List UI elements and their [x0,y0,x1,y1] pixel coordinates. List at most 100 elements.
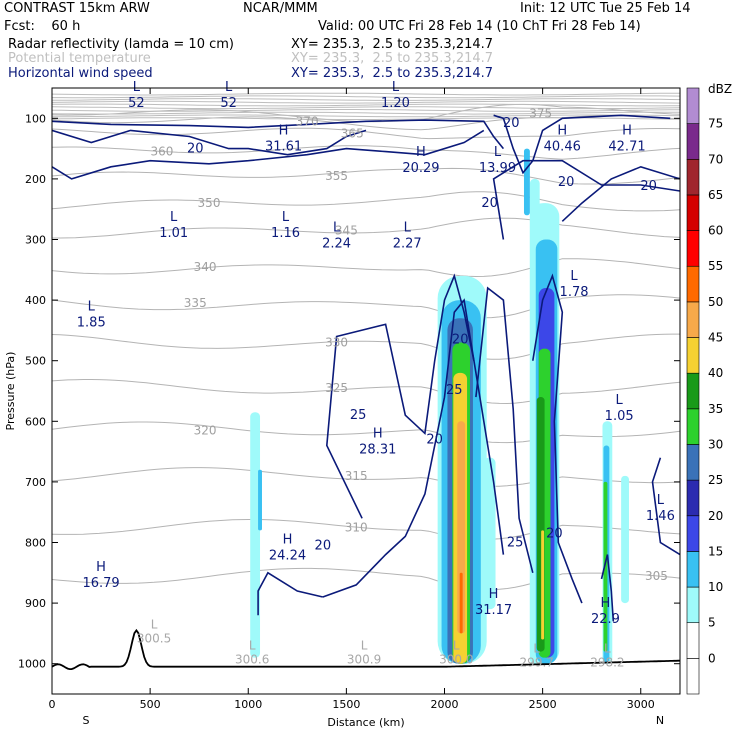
reflectivity-cell [457,421,466,634]
theta-extremum-type: L [604,642,611,656]
colorbar: dBZ 0 5 10 15 20 25 30 35 40 45 50 55 60 65 70 75 [686,82,732,695]
reflectivity-fill [250,148,629,664]
colorbar-swatch [686,158,700,196]
reflectivity-cell [621,475,629,604]
wind-extremum-value: 20.29 [402,161,439,176]
colorbar-swatch [686,301,700,338]
wind-speed-contours [52,114,680,622]
wind-contour-label: 25 [350,408,367,423]
wind-extremum-type: L [133,80,141,95]
y-tick-label: 500 [25,355,46,368]
theta-contour-label: 370 [296,114,319,128]
wind-contour-label: 20 [452,332,469,347]
x-right-end-label: N [656,714,664,727]
reflectivity-cell [459,572,463,634]
colorbar-level-label: 30 [708,437,723,451]
wind-contour-label: 20 [315,539,332,554]
wind-contour-line [257,571,323,616]
colorbar-unit: dBZ [708,82,732,96]
wind-contour-line [52,129,367,156]
theta-contour-label: 350 [198,196,221,210]
colorbar-level-label: 15 [708,544,723,558]
field-wind-name: Horizontal wind speed [8,66,153,81]
organization: NCAR/MMM [243,1,318,16]
theta-contour-line [52,92,680,96]
colorbar-level-label: 70 [708,152,723,166]
theta-contour-label: 315 [345,469,368,483]
wind-contour-line [52,119,505,150]
terrain-line [52,628,680,670]
colorbar-level-label: 25 [708,473,723,487]
wind-contour-label: 20 [481,196,498,211]
wind-extremum-value: 2.24 [322,237,351,252]
colorbar-swatch [686,408,700,445]
wind-contour-line [475,286,534,573]
theta-contour-line [52,115,680,131]
theta-contour-line [52,103,680,107]
theta-contour-line [52,114,680,118]
y-tick-label: 600 [25,415,46,428]
x-tick-label: 0 [49,698,56,711]
wind-extremum-value: 24.24 [269,549,306,564]
x-tick-label: 2500 [529,698,557,711]
reflectivity-cell [603,481,608,652]
colorbar-swatch [686,123,700,160]
theta-contour-line [52,98,680,101]
wind-extremum-type: H [279,124,289,139]
theta-contour-line [52,117,680,120]
wind-extremum-value: 31.61 [265,140,302,155]
wind-extremum-value: 13.99 [479,161,516,176]
wind-extremum-value: 28.31 [359,443,396,458]
theta-contour-label: 355 [325,169,348,183]
colorbar-level-label: 20 [708,509,723,523]
x-tick-label: 3000 [627,698,655,711]
wind-extremum-value: 31.17 [475,603,512,618]
theta-extremum-value: 300.6 [235,653,269,667]
colorbar-level-label: 10 [708,580,723,594]
field-theta-name: Potential temperature [8,51,151,66]
colorbar-level-label: 35 [708,402,723,416]
theta-contour-line [52,567,680,591]
theta-extremum-type: L [453,639,460,653]
theta-contour-line [52,217,680,239]
y-tick-label: 100 [25,112,46,125]
wind-extremum-type: L [392,80,400,95]
theta-contour-label: 360 [150,145,173,159]
x-axis-label: Distance (km) [327,716,404,729]
y-tick-label: 400 [25,294,46,307]
terrain-profile [52,628,680,670]
theta-contour-line [52,294,680,319]
wind-extremum-type: H [601,596,611,611]
wind-extremum-type: H [557,124,567,139]
wind-extremum-value: 1.01 [159,226,188,241]
colorbar-level-label: 75 [708,117,723,131]
wind-contour-line [325,273,475,519]
wind-extremum-type: L [404,221,412,236]
x-tick-label: 2000 [431,698,459,711]
wind-contour-line [532,273,583,604]
model-name: CONTRAST 15km ARW [4,1,150,16]
theta-contour-label: 305 [645,569,668,583]
wind-contour-line [52,129,485,180]
theta-extremum-value: 300.9 [347,653,381,667]
wind-extremum-value: 1.05 [605,409,634,424]
wind-extremum-type: H [416,145,426,160]
theta-contour-label: 375 [529,106,552,120]
theta-contour-line [52,519,680,541]
colorbar-level-label: 55 [708,259,723,273]
wind-extremum-type: H [283,533,293,548]
wind-extremum-type: L [88,299,96,314]
theta-contour-line [52,145,680,160]
colorbar-level-label: 45 [708,331,723,345]
forecast-hour: Fcst: 60 h [4,19,81,34]
x-tick-label: 500 [140,698,161,711]
theta-contour-label: 340 [194,260,217,274]
y-tick-label: 700 [25,476,46,489]
wind-extremum-type: H [96,560,106,575]
theta-extremum-value: 300.5 [137,631,171,645]
colorbar-swatch [686,87,700,124]
theta-contour-line [52,258,680,278]
wind-extremum-value: 1.78 [560,285,589,300]
theta-extremum-type: L [361,639,368,653]
colorbar-swatch [686,372,700,410]
